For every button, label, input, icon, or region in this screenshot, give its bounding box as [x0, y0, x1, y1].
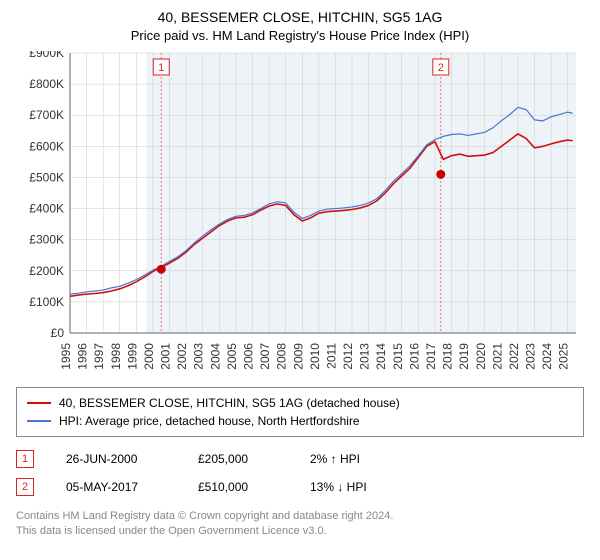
svg-text:£200K: £200K — [29, 263, 64, 277]
legend-item: 40, BESSEMER CLOSE, HITCHIN, SG5 1AG (de… — [27, 394, 573, 412]
legend-label: HPI: Average price, detached house, Nort… — [59, 412, 360, 430]
transaction-row: 1 26-JUN-2000 £205,000 2% ↑ HPI — [16, 445, 584, 473]
transaction-price: £510,000 — [198, 480, 278, 494]
svg-text:2019: 2019 — [457, 342, 471, 369]
svg-text:1999: 1999 — [125, 342, 139, 369]
svg-text:£0: £0 — [51, 326, 65, 340]
svg-text:2003: 2003 — [192, 342, 206, 369]
svg-text:2006: 2006 — [241, 342, 255, 369]
transaction-date: 26-JUN-2000 — [66, 452, 166, 466]
transaction-date: 05-MAY-2017 — [66, 480, 166, 494]
svg-text:1998: 1998 — [109, 342, 123, 369]
svg-text:1995: 1995 — [59, 342, 73, 369]
svg-text:1996: 1996 — [76, 342, 90, 369]
svg-text:2008: 2008 — [275, 342, 289, 369]
svg-text:2016: 2016 — [407, 342, 421, 369]
transaction-price: £205,000 — [198, 452, 278, 466]
chart-title: 40, BESSEMER CLOSE, HITCHIN, SG5 1AG — [16, 8, 584, 28]
svg-text:2021: 2021 — [490, 342, 504, 369]
legend-label: 40, BESSEMER CLOSE, HITCHIN, SG5 1AG (de… — [59, 394, 400, 412]
svg-text:£600K: £600K — [29, 139, 64, 153]
svg-text:2014: 2014 — [374, 342, 388, 369]
svg-text:2013: 2013 — [358, 342, 372, 369]
legend-swatch — [27, 420, 51, 422]
svg-text:2018: 2018 — [441, 342, 455, 369]
svg-text:2023: 2023 — [524, 342, 538, 369]
footer-line-2: This data is licensed under the Open Gov… — [16, 524, 584, 539]
svg-text:2005: 2005 — [225, 342, 239, 369]
svg-text:2015: 2015 — [391, 342, 405, 369]
svg-text:2025: 2025 — [557, 342, 571, 369]
footer-line-1: Contains HM Land Registry data © Crown c… — [16, 509, 584, 524]
svg-text:2002: 2002 — [175, 342, 189, 369]
svg-text:2011: 2011 — [324, 342, 338, 368]
svg-text:£300K: £300K — [29, 232, 64, 246]
svg-text:1997: 1997 — [92, 342, 106, 369]
transaction-marker: 1 — [16, 450, 34, 468]
svg-text:2022: 2022 — [507, 342, 521, 369]
svg-text:2001: 2001 — [159, 342, 173, 369]
svg-text:2000: 2000 — [142, 342, 156, 369]
svg-text:2004: 2004 — [208, 342, 222, 369]
price-chart: £0 £100K £200K £300K £400K £500K £600K £700K £80… — [16, 51, 584, 381]
svg-text:£800K: £800K — [29, 77, 64, 91]
svg-text:2009: 2009 — [291, 342, 305, 369]
svg-text:£500K: £500K — [29, 170, 64, 184]
transactions-list: 1 26-JUN-2000 £205,000 2% ↑ HPI 2 05-MAY-2017… — [16, 445, 584, 501]
svg-text:£100K: £100K — [29, 294, 64, 308]
svg-text:2: 2 — [438, 62, 444, 74]
chart-legend: 40, BESSEMER CLOSE, HITCHIN, SG5 1AG (de… — [16, 387, 584, 437]
legend-swatch — [27, 402, 51, 404]
transaction-diff: 13% ↓ HPI — [310, 480, 400, 494]
legend-item: HPI: Average price, detached house, Nort… — [27, 412, 573, 430]
svg-text:2020: 2020 — [474, 342, 488, 369]
transaction-row: 2 05-MAY-2017 £510,000 13% ↓ HPI — [16, 473, 584, 501]
svg-text:2017: 2017 — [424, 342, 438, 369]
footer-attribution: Contains HM Land Registry data © Crown c… — [16, 509, 584, 540]
chart-subtitle: Price paid vs. HM Land Registry's House … — [16, 28, 584, 43]
svg-text:2012: 2012 — [341, 342, 355, 369]
transaction-diff: 2% ↑ HPI — [310, 452, 400, 466]
svg-text:2010: 2010 — [308, 342, 322, 369]
transaction-marker: 2 — [16, 478, 34, 496]
svg-text:2007: 2007 — [258, 342, 272, 369]
svg-text:2024: 2024 — [540, 342, 554, 369]
svg-text:£400K: £400K — [29, 201, 64, 215]
svg-text:£900K: £900K — [29, 51, 64, 60]
svg-text:£700K: £700K — [29, 108, 64, 122]
svg-text:1: 1 — [158, 62, 164, 74]
